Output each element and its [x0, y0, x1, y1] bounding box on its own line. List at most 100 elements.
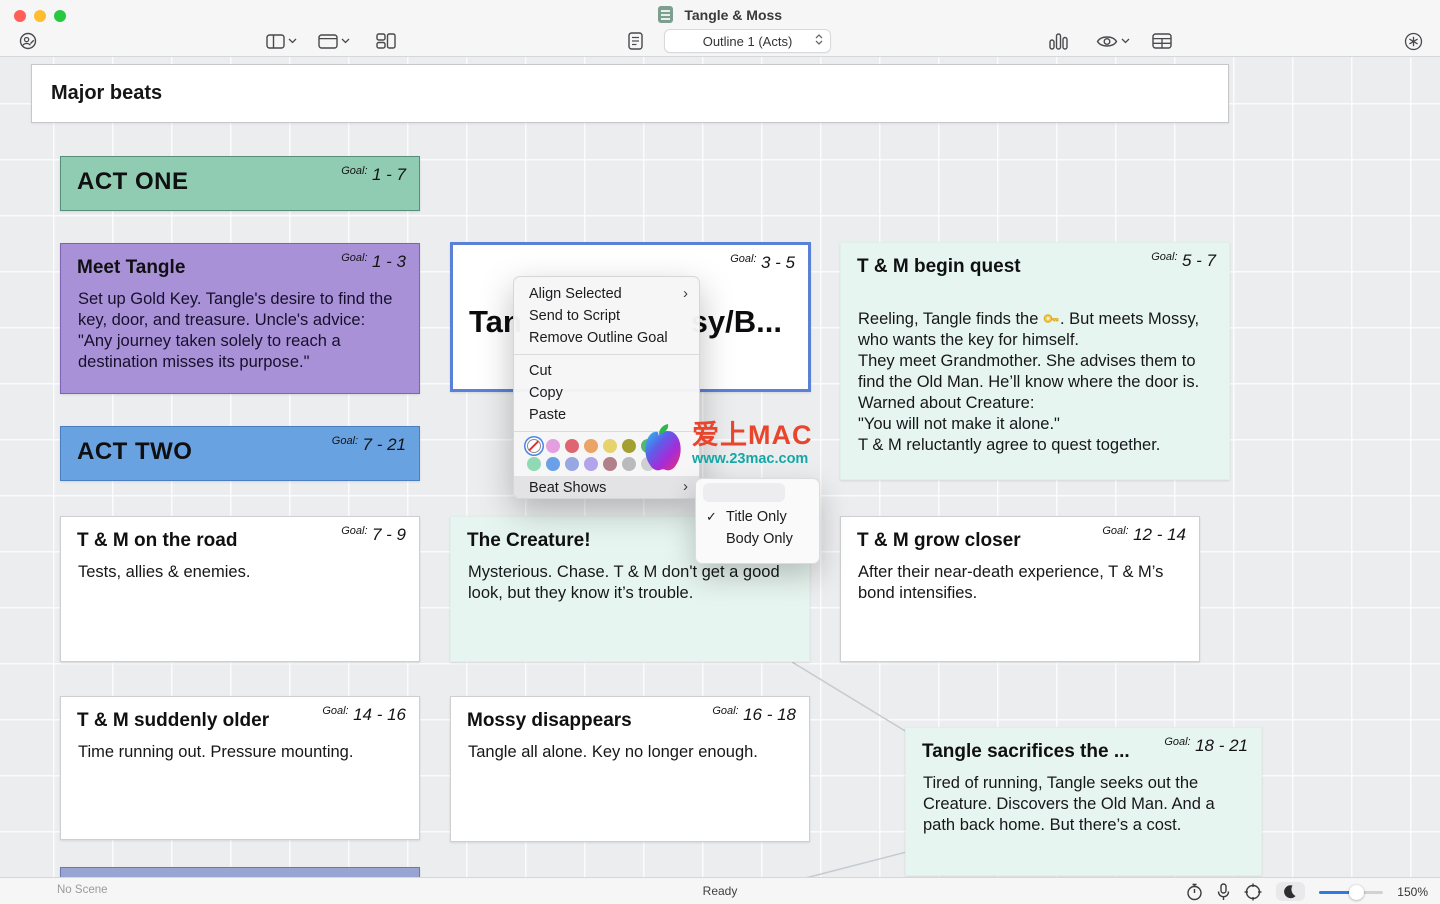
- card-goal: Goal: 7 - 9: [341, 525, 406, 544]
- key-icon: [1043, 314, 1059, 323]
- focus-target-icon[interactable]: [1244, 883, 1262, 901]
- card-grow-closer[interactable]: T & M grow closer Goal: 12 - 14 After th…: [840, 516, 1200, 662]
- card-goal: Goal: 12 - 14: [1102, 525, 1186, 544]
- card-act-three-peek[interactable]: [60, 867, 420, 878]
- author-mode-button[interactable]: [18, 30, 38, 52]
- timer-icon[interactable]: [1186, 883, 1203, 901]
- slider-thumb[interactable]: [1349, 884, 1365, 900]
- card-goal: Goal: 18 - 21: [1164, 736, 1248, 755]
- table-view-button[interactable]: [1152, 30, 1172, 52]
- color-swatch[interactable]: [641, 457, 655, 471]
- dark-mode-toggle[interactable]: [1276, 882, 1306, 901]
- color-swatch[interactable]: [603, 457, 617, 471]
- color-swatch[interactable]: [565, 439, 579, 453]
- card-on-the-road[interactable]: T & M on the road Goal: 7 - 9 Tests, all…: [60, 516, 420, 662]
- checkmark-icon: ✓: [706, 509, 717, 524]
- card-body: After their near-death experience, T & M…: [858, 563, 1164, 602]
- menu-item-copy[interactable]: Copy: [529, 385, 563, 401]
- fullscreen-window-button[interactable]: [54, 10, 66, 22]
- assistant-button[interactable]: [1404, 30, 1423, 52]
- card-title: T & M begin quest: [857, 256, 1021, 277]
- beat-shows-submenu: ✓ Title Only Body Only: [695, 478, 820, 564]
- menu-item-paste[interactable]: Paste: [529, 407, 567, 423]
- submenu-item-body-only[interactable]: Body Only: [726, 531, 793, 547]
- card-body: Set up Gold Key. Tangle's desire to find…: [78, 290, 393, 371]
- board-title-bar[interactable]: Major beats: [31, 64, 1229, 123]
- menu-separator: [514, 431, 699, 432]
- notes-button[interactable]: [628, 30, 643, 52]
- window-icon: [318, 33, 338, 49]
- minimize-window-button[interactable]: [34, 10, 46, 22]
- card-body: Time running out. Pressure mounting.: [78, 743, 354, 761]
- color-swatch[interactable]: [622, 439, 636, 453]
- toggle-sidebar-button[interactable]: [266, 30, 297, 52]
- menu-item-beat-shows[interactable]: Beat Shows ›: [514, 476, 699, 498]
- color-swatch[interactable]: [622, 457, 636, 471]
- card-mossy-disappears[interactable]: Mossy disappears Goal: 16 - 18 Tangle al…: [450, 696, 810, 842]
- card-title: Tangle sacrifices the ...: [922, 741, 1130, 762]
- statistics-button[interactable]: [1049, 30, 1068, 52]
- card-title: T & M grow closer: [857, 530, 1021, 551]
- zoom-slider[interactable]: [1319, 884, 1384, 900]
- card-title-fragment: sy/B...: [690, 304, 782, 340]
- outline-selector-dropdown[interactable]: Outline 1 (Acts): [664, 29, 831, 53]
- card-body: Tangle all alone. Key no longer enough.: [468, 743, 758, 761]
- card-suddenly-older[interactable]: T & M suddenly older Goal: 14 - 16 Time …: [60, 696, 420, 840]
- card-title: T & M suddenly older: [77, 710, 270, 731]
- card-goal: Goal: 1 - 3: [341, 252, 406, 271]
- submenu-item-title-only[interactable]: ✓ Title Only: [696, 506, 819, 528]
- color-swatch[interactable]: [584, 439, 598, 453]
- card-act-two[interactable]: ACT TWO Goal: 7 - 21: [60, 426, 420, 481]
- card-title: T & M on the road: [77, 530, 238, 551]
- microphone-icon[interactable]: [1217, 882, 1230, 901]
- document-proxy-icon[interactable]: [657, 6, 673, 23]
- card-body: Reeling, Tangle finds the . But meets Mo…: [858, 309, 1200, 454]
- menu-item-send-to-script[interactable]: Send to Script: [529, 308, 621, 324]
- board-canvas[interactable]: Major beats ACT ONE Goal: 1 - 7 Meet Tan…: [0, 57, 1440, 878]
- moon-icon: [1284, 885, 1296, 899]
- color-swatch[interactable]: [546, 439, 560, 453]
- card-act-one[interactable]: ACT ONE Goal: 1 - 7: [60, 156, 420, 211]
- zoom-percentage: 150%: [1397, 884, 1428, 899]
- color-swatch[interactable]: [527, 457, 541, 471]
- chevron-down-icon: [1121, 38, 1130, 44]
- submenu-arrow-icon: ›: [683, 478, 688, 495]
- menu-item-remove-outline-goal[interactable]: Remove Outline Goal: [529, 330, 668, 346]
- window-layout-button[interactable]: [318, 30, 350, 52]
- color-swatch[interactable]: [603, 439, 617, 453]
- context-menu: Align Selected › Send to Script Remove Ou…: [513, 276, 700, 499]
- slider-fill: [1319, 890, 1358, 894]
- window-title: Tangle & Moss: [684, 7, 783, 23]
- color-swatch-row: [514, 455, 699, 473]
- author-icon: [19, 32, 37, 50]
- menu-separator: [514, 354, 699, 355]
- card-goal: Goal: 14 - 16: [322, 705, 406, 724]
- color-swatch-row: [514, 437, 699, 455]
- card-goal: Goal: 1 - 7: [341, 165, 406, 184]
- card-body: Tired of running, Tangle seeks out the C…: [923, 774, 1215, 834]
- board-view-button[interactable]: [376, 30, 396, 52]
- color-swatch[interactable]: [546, 457, 560, 471]
- color-swatch[interactable]: [641, 439, 655, 453]
- view-options-button[interactable]: [1096, 30, 1130, 52]
- card-goal: Goal: 5 - 7: [1151, 251, 1216, 270]
- card-body: Tests, allies & enemies.: [78, 563, 251, 581]
- eye-icon: [1096, 35, 1118, 47]
- card-title: ACT ONE: [77, 168, 189, 195]
- card-begin-quest[interactable]: T & M begin quest Goal: 5 - 7 Reeling, T…: [840, 242, 1230, 480]
- color-swatch[interactable]: [584, 457, 598, 471]
- status-text: Ready: [702, 884, 738, 898]
- no-color-swatch[interactable]: [527, 439, 541, 453]
- close-window-button[interactable]: [14, 10, 26, 22]
- bar-chart-icon: [1049, 32, 1068, 50]
- card-body: Mysterious. Chase. T & M don't get a goo…: [468, 563, 780, 602]
- menu-item-cut[interactable]: Cut: [529, 363, 552, 379]
- menu-item-align-selected[interactable]: Align Selected ›: [514, 283, 699, 305]
- card-goal: Goal: 7 - 21: [331, 435, 406, 454]
- card-title: ACT TWO: [77, 438, 193, 465]
- card-tangle-sacrifices[interactable]: Tangle sacrifices the ... Goal: 18 - 21 …: [905, 727, 1262, 876]
- card-meet-tangle[interactable]: Meet Tangle Goal: 1 - 3 Set up Gold Key.…: [60, 243, 420, 394]
- color-swatch[interactable]: [565, 457, 579, 471]
- titlebar: Tangle & Moss: [0, 0, 1440, 57]
